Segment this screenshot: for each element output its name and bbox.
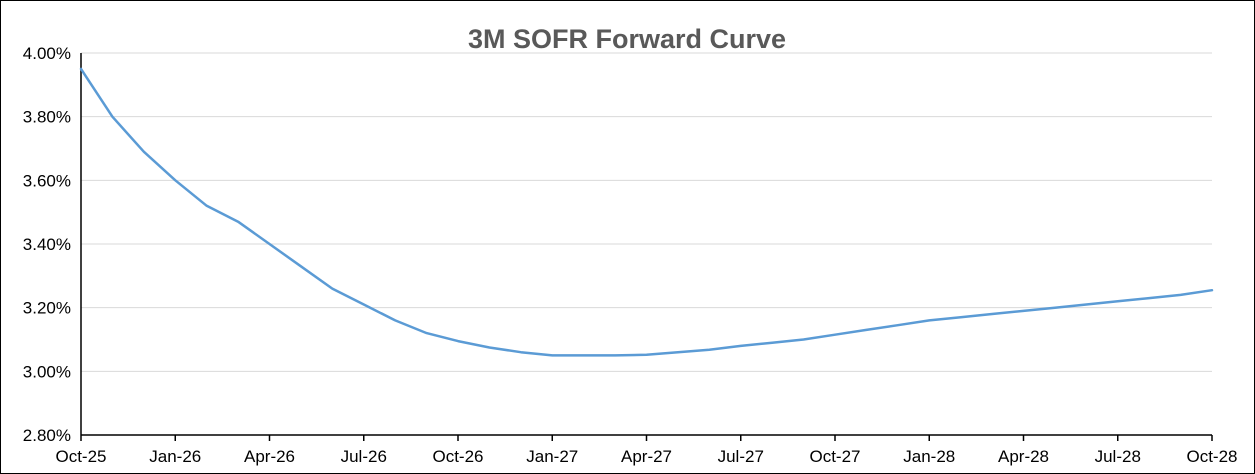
y-tick-label: 3.80% bbox=[23, 108, 71, 127]
x-tick-label: Apr-27 bbox=[621, 447, 672, 466]
x-tick-label: Jul-27 bbox=[718, 447, 764, 466]
series-lines bbox=[79, 67, 1214, 357]
y-tick-label: 3.20% bbox=[23, 299, 71, 318]
gridlines bbox=[81, 52, 1212, 372]
y-tick-label: 3.40% bbox=[23, 235, 71, 254]
y-tick-label: 3.00% bbox=[23, 362, 71, 381]
y-tick-label: 2.80% bbox=[23, 426, 71, 445]
y-tick-label: 3.60% bbox=[23, 171, 71, 190]
x-tick-label: Jul-26 bbox=[341, 447, 387, 466]
x-tick-label: Oct-25 bbox=[55, 447, 106, 466]
y-axis-tick-labels: 2.80% 3.00% 3.20% 3.40% 3.60% 3.80% 4.00% bbox=[23, 44, 71, 445]
x-tick-label: Oct-27 bbox=[809, 447, 860, 466]
chart-title: 3M SOFR Forward Curve bbox=[468, 24, 786, 54]
x-tick-label: Jan-28 bbox=[903, 447, 955, 466]
axes bbox=[80, 53, 1213, 441]
series-line-0 bbox=[79, 67, 1214, 357]
x-tick-label: Oct-28 bbox=[1186, 447, 1237, 466]
y-tick-label: 4.00% bbox=[23, 44, 71, 63]
x-axis-tick-labels: Oct-25 Jan-26 Apr-26 Jul-26 Oct-26 Jan-27 Apr-… bbox=[55, 447, 1237, 466]
x-tick-label: Apr-28 bbox=[998, 447, 1049, 466]
x-tick-label: Jul-28 bbox=[1095, 447, 1141, 466]
x-tick-label: Oct-26 bbox=[432, 447, 483, 466]
x-tick-label: Jan-27 bbox=[526, 447, 578, 466]
x-tick-label: Jan-26 bbox=[149, 447, 201, 466]
x-tick-label: Apr-26 bbox=[244, 447, 295, 466]
